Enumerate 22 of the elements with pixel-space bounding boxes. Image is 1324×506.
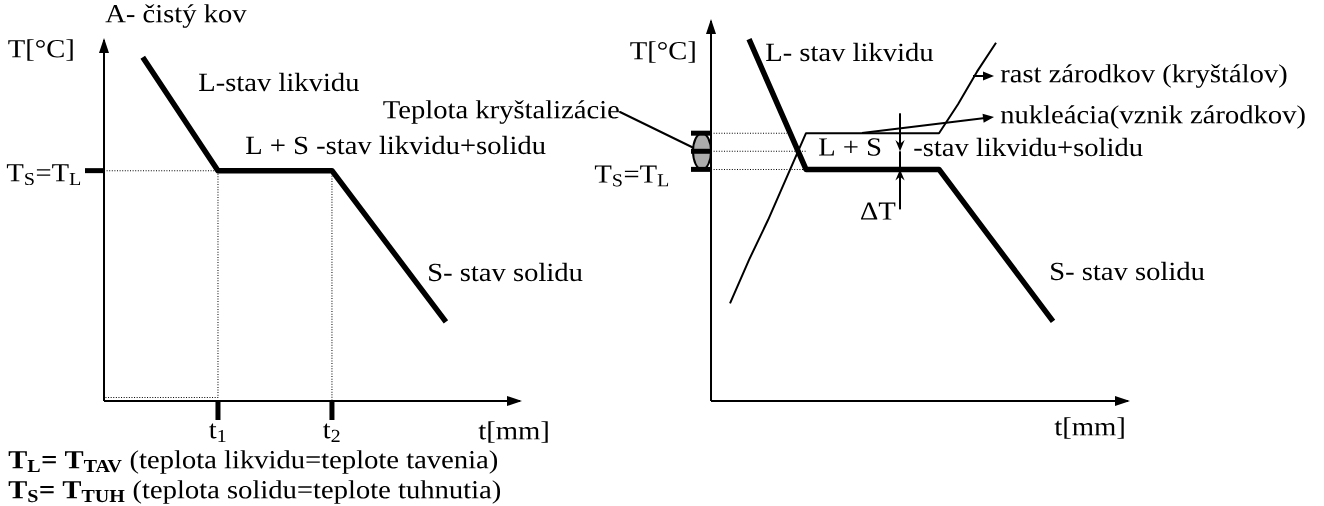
text: T$_{S}$=T$_{L}$ (594, 165, 669, 187)
x-axis-title: t[mm] (1054, 417, 1124, 439)
x-tick-label: t$_{1}$ (209, 423, 226, 442)
annotation: Teplota kryštalizácie (383, 100, 619, 124)
x-tick-label: t$_{2}$ (323, 423, 340, 442)
x-axis-title: t[mm] (478, 421, 548, 443)
annotation: T$_{S}$=T$_{L}$ (6, 164, 81, 186)
annotation: nukleácia(vznik zárodkov) (1000, 105, 1305, 129)
annotation: -stav likvidu+solidu (914, 137, 1143, 157)
annotation: L- stav likvidu (766, 42, 934, 62)
text: T$_{L}$= T$_{TAV}$ (teplota likvidu=teplote tavenia) (8, 450, 498, 474)
annotation: L + S -stav likvidu+solidu (246, 135, 546, 155)
y-axis-title: T[°C] (630, 41, 695, 63)
annotation: S- stav solidu (429, 262, 583, 282)
annotation: S- stav solidu (1051, 261, 1205, 281)
chart-title: A- čistý kov (105, 4, 247, 28)
annotation: L-stav likvidu (199, 72, 359, 92)
text: T$_{S}$= T$_{TUH}$ (teplota solidu=teplote tuhnutia) (8, 480, 501, 504)
annotation: ΔT (861, 202, 896, 220)
y-axis-title: T[°C] (8, 39, 73, 61)
annotation: rast zárodkov (kryštálov) (1000, 64, 1287, 88)
annotation: L + S (819, 138, 881, 156)
